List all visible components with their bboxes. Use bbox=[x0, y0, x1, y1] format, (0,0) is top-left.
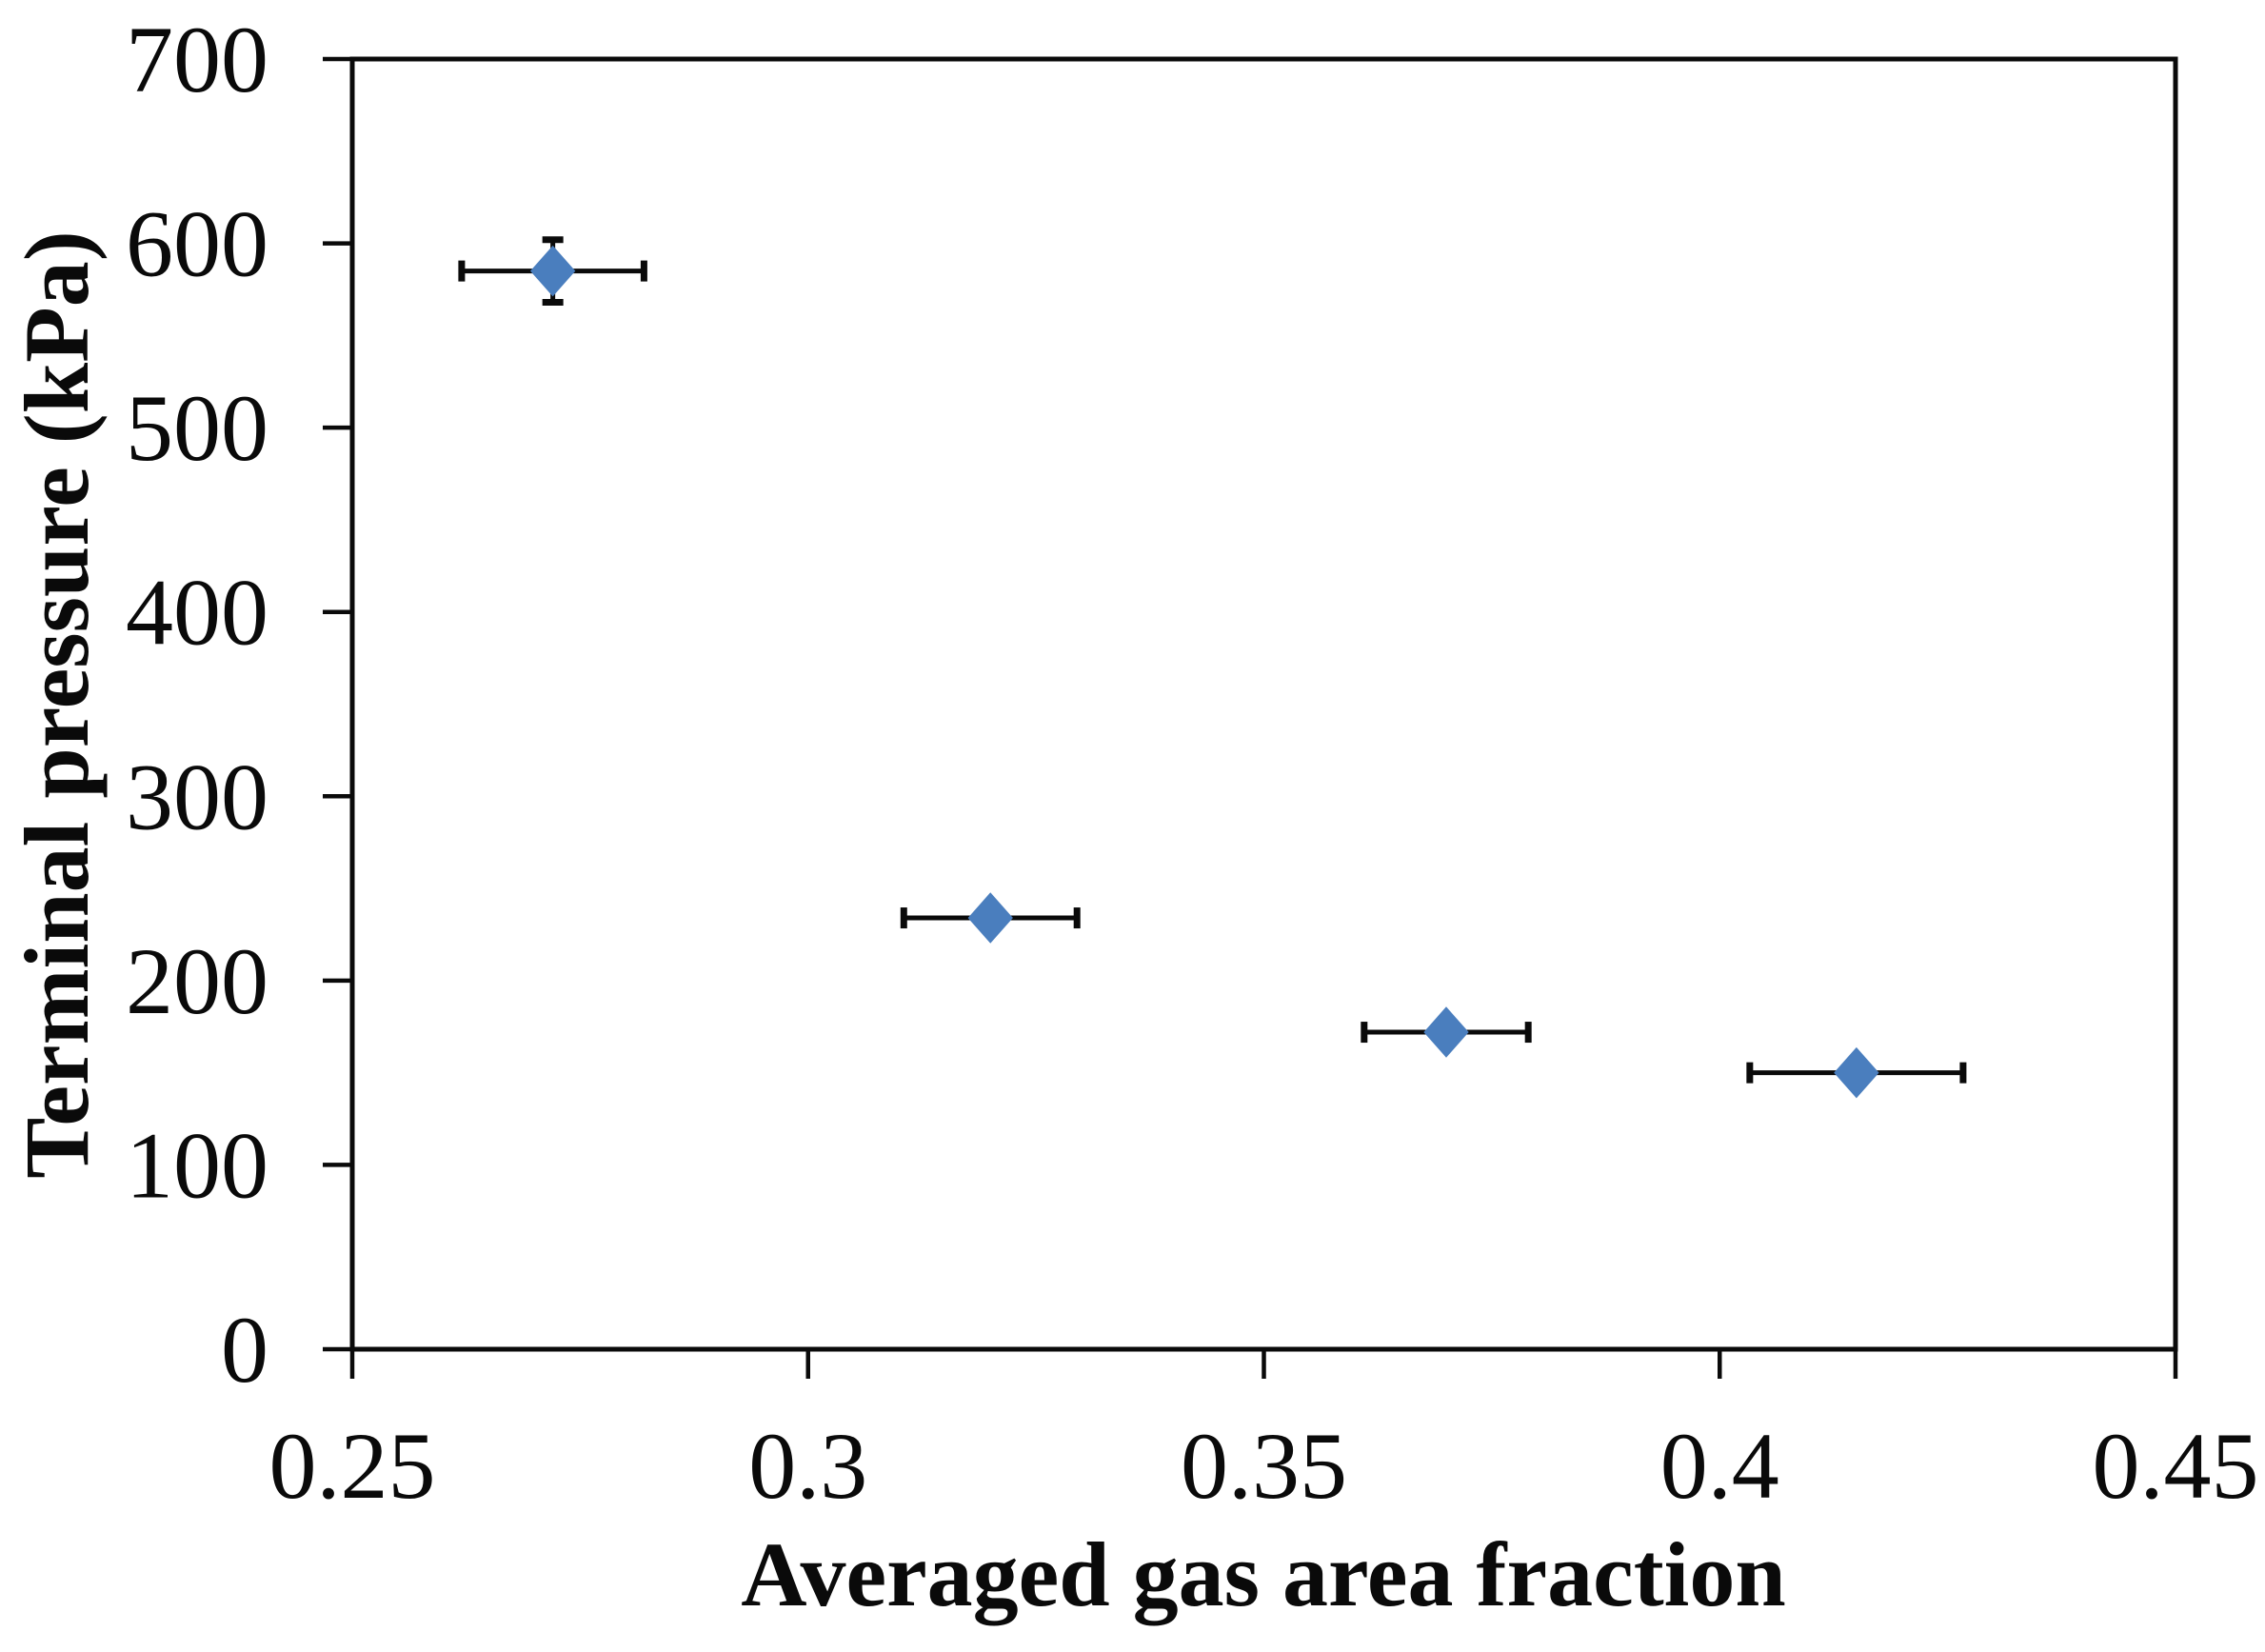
y-tick-label: 400 bbox=[126, 560, 268, 666]
data-point-diamond-marker bbox=[1834, 1046, 1879, 1099]
x-tick-label: 0.45 bbox=[2093, 1413, 2259, 1519]
y-tick-label: 700 bbox=[126, 7, 268, 112]
y-tick-label: 0 bbox=[221, 1297, 268, 1403]
y-tick-label: 100 bbox=[126, 1112, 268, 1218]
y-tick-label: 300 bbox=[126, 744, 268, 849]
data-point-diamond-marker bbox=[967, 892, 1013, 944]
axis-frame bbox=[349, 56, 2178, 1352]
y-tick-label: 600 bbox=[126, 191, 268, 297]
x-tick-label: 0.25 bbox=[269, 1413, 436, 1519]
x-tick-label: 0.4 bbox=[1660, 1413, 1779, 1519]
x-axis-title: Averaged gas area fraction bbox=[741, 1523, 1786, 1625]
y-tick-label: 200 bbox=[126, 928, 268, 1034]
x-tick-label: 0.3 bbox=[748, 1413, 867, 1519]
y-tick-label: 500 bbox=[126, 375, 268, 481]
x-tick-label: 0.35 bbox=[1181, 1413, 1347, 1519]
data-point-diamond-marker bbox=[1423, 1006, 1469, 1058]
data-point-diamond-marker bbox=[529, 245, 576, 297]
